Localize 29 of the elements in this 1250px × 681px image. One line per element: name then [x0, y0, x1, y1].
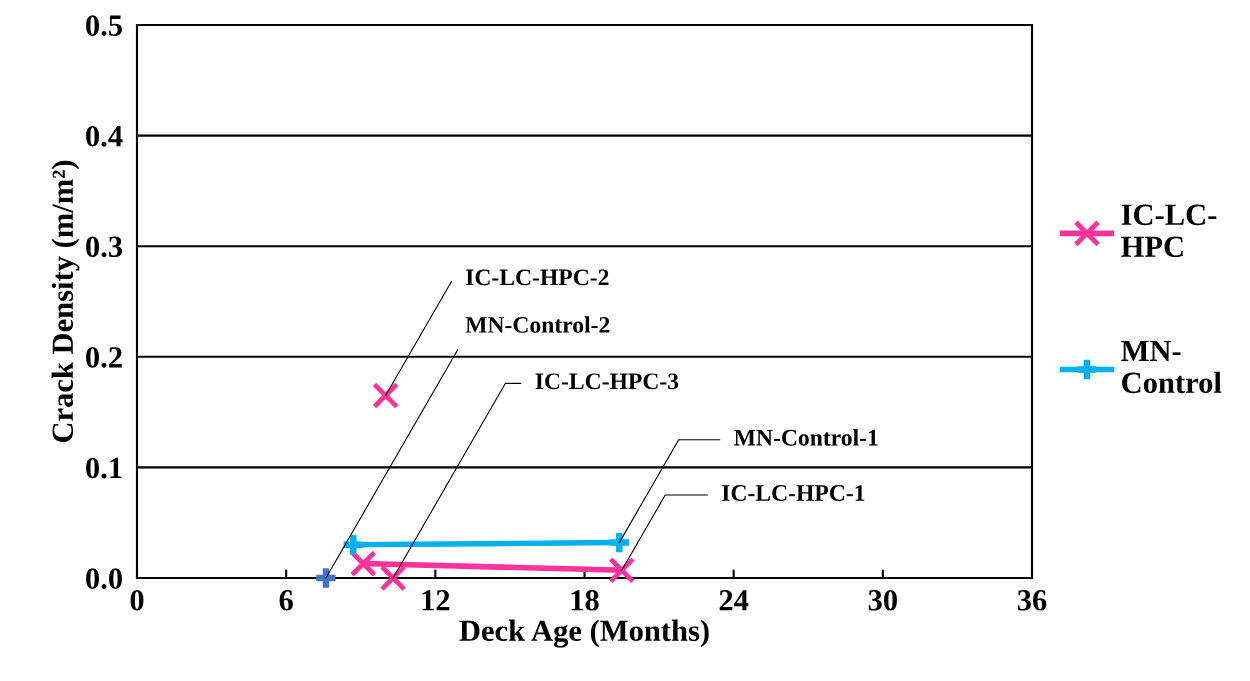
point [379, 564, 407, 592]
legend-label: MN-Control [1121, 340, 1222, 394]
point [343, 535, 364, 555]
y-tick-label: 0.3 [86, 236, 123, 258]
annotation: IC-LC-HPC-2 [465, 269, 609, 286]
annotation: MN-Control-1 [734, 429, 878, 446]
point [316, 568, 336, 588]
y-tick-label: 0.0 [86, 568, 122, 590]
annotation: IC-LC-HPC-1 [722, 485, 865, 501]
point [608, 556, 636, 584]
x-tick-label: 30 [868, 589, 897, 611]
y-tick-label: 0.4 [86, 125, 123, 147]
x-tick-label: 36 [1017, 590, 1047, 611]
x-tick-label: 24 [719, 590, 749, 611]
annotation: IC-LC-HPC-3 [535, 373, 679, 390]
x-tick-label: 0 [130, 589, 144, 611]
y-axis-title: Crack Density (m/m²) [51, 160, 80, 443]
x-tick-label: 18 [571, 589, 599, 611]
y-tick-label: 0.1 [86, 457, 122, 479]
y-tick-label: 0.5 [86, 15, 122, 37]
point [349, 550, 377, 578]
x-tick-label: 12 [422, 590, 450, 611]
x-tick-label: 6 [279, 590, 293, 611]
x-axis-title: Deck Age (Months) [459, 619, 709, 648]
legend-label: IC-LC-HPC [1121, 204, 1217, 258]
y-tick-label: 0.2 [86, 347, 122, 368]
point [609, 532, 630, 553]
point [372, 381, 400, 410]
annotation: MN-Control-2 [465, 316, 610, 333]
